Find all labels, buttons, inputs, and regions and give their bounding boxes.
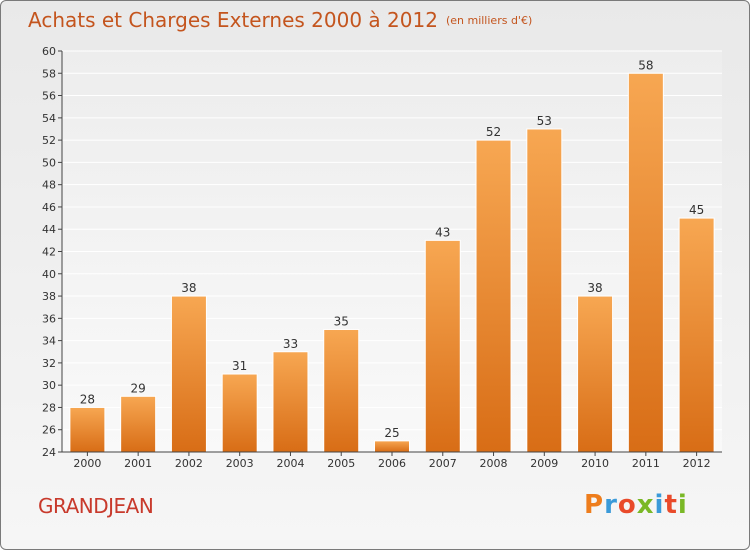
bar-value-label: 29 [131, 381, 146, 395]
bar-value-label: 31 [232, 359, 247, 373]
x-tick-label: 2005 [327, 457, 355, 470]
bar [120, 395, 157, 453]
bar [577, 295, 614, 453]
bar [272, 351, 309, 453]
bar [170, 295, 207, 453]
bar-value-label: 43 [435, 225, 450, 239]
y-tick-label: 26 [42, 424, 56, 437]
y-tick-label: 58 [42, 67, 56, 80]
bar-value-label: 28 [80, 392, 95, 406]
bar-value-label: 38 [181, 281, 196, 295]
bar-value-label: 25 [384, 426, 399, 440]
logo-letter: r [604, 490, 618, 520]
bar-value-label: 38 [587, 281, 602, 295]
chart-subtitle: (en milliers d'€) [445, 14, 533, 27]
y-tick-label: 28 [42, 401, 56, 414]
bar [678, 217, 715, 453]
y-tick-label: 40 [42, 268, 56, 281]
y-tick-label: 24 [42, 446, 56, 459]
x-tick-label: 2006 [378, 457, 406, 470]
bar [475, 139, 512, 453]
x-tick-label: 2008 [480, 457, 508, 470]
bar-value-label: 53 [537, 114, 552, 128]
logo-letter: o [617, 490, 637, 520]
bar-value-label: 58 [638, 58, 653, 72]
logo-letter: i [654, 490, 665, 520]
x-tick-label: 2001 [124, 457, 152, 470]
y-tick-label: 60 [42, 45, 56, 58]
chart-title-block: Achats et Charges Externes 2000 à 2012 (e… [28, 8, 532, 32]
bar [323, 328, 360, 453]
logo-letter: P [584, 490, 605, 520]
logo-letter: x [636, 490, 655, 520]
chart-title: Achats et Charges Externes 2000 à 2012 [28, 8, 438, 32]
bar [69, 406, 106, 453]
bar [374, 440, 410, 453]
x-tick-label: 2000 [73, 457, 101, 470]
y-tick-label: 54 [42, 112, 56, 125]
proxiti-logo: Proxiti [584, 490, 688, 520]
bar [627, 72, 664, 453]
bar [424, 239, 461, 453]
y-tick-label: 34 [42, 335, 56, 348]
y-tick-label: 42 [42, 246, 56, 259]
x-tick-label: 2004 [276, 457, 304, 470]
bar [526, 128, 563, 453]
x-tick-label: 2007 [429, 457, 457, 470]
x-tick-label: 2012 [683, 457, 711, 470]
y-tick-label: 48 [42, 179, 56, 192]
commune-name: GRANDJEAN [38, 494, 154, 518]
y-tick-label: 36 [42, 312, 56, 325]
logo-letter: i [677, 490, 688, 520]
y-tick-label: 30 [42, 379, 56, 392]
x-tick-label: 2010 [581, 457, 609, 470]
y-tick-label: 52 [42, 134, 56, 147]
x-tick-label: 2009 [530, 457, 558, 470]
y-tick-label: 32 [42, 357, 56, 370]
bar-value-label: 35 [334, 314, 349, 328]
bar-value-label: 33 [283, 337, 298, 351]
x-tick-label: 2003 [226, 457, 254, 470]
bar-value-label: 45 [689, 203, 704, 217]
y-tick-label: 50 [42, 156, 56, 169]
bar [221, 373, 258, 453]
bar-value-label: 52 [486, 125, 501, 139]
y-tick-label: 44 [42, 223, 56, 236]
logo-letter: t [664, 490, 678, 520]
x-tick-label: 2002 [175, 457, 203, 470]
y-tick-label: 46 [42, 201, 56, 214]
y-tick-label: 38 [42, 290, 56, 303]
y-tick-label: 56 [42, 90, 56, 103]
x-tick-label: 2011 [632, 457, 660, 470]
